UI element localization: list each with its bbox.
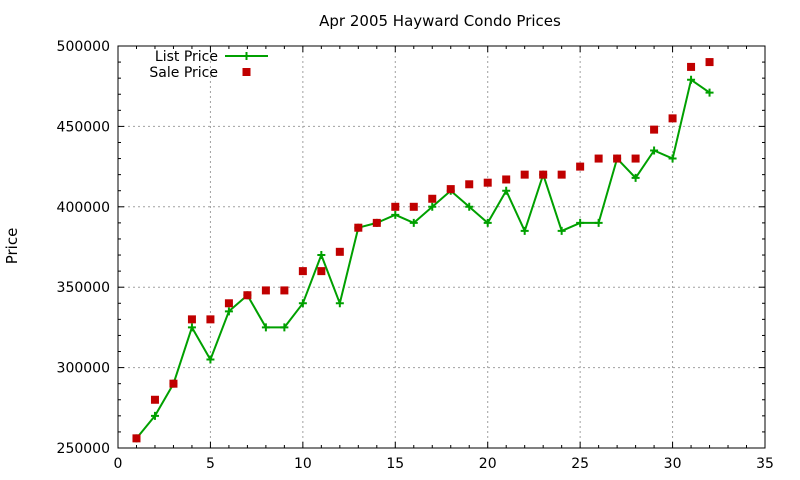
sale-price-point <box>206 315 215 324</box>
data-series <box>132 58 714 443</box>
x-tick-label: 35 <box>756 456 774 472</box>
sale-price-point <box>372 218 381 227</box>
axes: 0 5 10 15 20 25 30 35 250000 300000 350000 400000 45… <box>57 39 774 472</box>
list-price-point <box>557 226 566 235</box>
list-price-point <box>576 218 585 227</box>
list-price-point <box>428 202 437 211</box>
list-price-point <box>206 355 215 364</box>
sale-price-point <box>391 202 400 211</box>
sale-price-point <box>409 202 418 211</box>
sale-price-point <box>687 62 696 71</box>
y-axis-label: Price <box>3 228 21 265</box>
sale-price-point <box>446 185 455 194</box>
list-price-point <box>187 323 196 332</box>
sale-price-point <box>594 154 603 163</box>
sale-price-point <box>705 58 714 67</box>
sale-price-point <box>539 170 548 179</box>
list-price-point <box>261 323 270 332</box>
list-price-point <box>668 154 677 163</box>
sale-price-point <box>668 114 677 123</box>
list-price-point <box>224 307 233 316</box>
plot-frame <box>117 45 766 449</box>
list-price-point <box>483 218 492 227</box>
list-price-point <box>687 75 696 84</box>
sale-price-point <box>261 286 270 295</box>
y-tick-label: 350000 <box>57 280 110 296</box>
sale-price-point <box>631 154 640 163</box>
x-tick-label: 25 <box>571 456 589 472</box>
list-price-point <box>335 299 344 308</box>
y-tick-label: 300000 <box>57 361 110 377</box>
list-price-point <box>317 251 326 260</box>
chart-title: Apr 2005 Hayward Condo Prices <box>319 12 561 30</box>
x-tick-label: 30 <box>664 456 682 472</box>
list-price-point <box>631 173 640 182</box>
sale-price-point <box>576 162 585 171</box>
y-tick-label: 450000 <box>57 119 110 135</box>
list-price-point <box>280 323 289 332</box>
sale-price-point <box>317 267 326 276</box>
sale-price-point <box>187 315 196 324</box>
list-price-point <box>298 299 307 308</box>
grid-lines <box>118 46 765 448</box>
list-price-point <box>391 210 400 219</box>
sale-price-point <box>483 178 492 187</box>
sale-price-point <box>354 223 363 232</box>
sale-price-point <box>280 286 289 295</box>
sale-price-point <box>465 180 474 189</box>
x-tick-label: 5 <box>206 456 215 472</box>
sale-price-point <box>132 434 141 443</box>
y-tick-label: 400000 <box>57 200 110 216</box>
sale-price-point <box>650 125 659 134</box>
sale-price-point <box>335 247 344 256</box>
list-price-point <box>502 186 511 195</box>
legend-marker-list-price <box>242 52 251 60</box>
sale-price-point <box>557 170 566 179</box>
x-tick-label: 0 <box>114 456 123 472</box>
legend-label-list-price: List Price <box>155 49 218 65</box>
y-tick-label: 500000 <box>57 39 110 55</box>
legend-marker-sale-price <box>242 68 251 76</box>
sale-price-point <box>169 379 178 388</box>
legend-label-sale-price: Sale Price <box>149 65 218 81</box>
list-price-point <box>705 88 714 97</box>
x-tick-label: 15 <box>386 456 404 472</box>
sale-price-point <box>520 170 529 179</box>
y-tick-label: 250000 <box>57 441 110 457</box>
x-tick-label: 20 <box>479 456 497 472</box>
list-price-point <box>520 226 529 235</box>
x-tick-label: 10 <box>294 456 312 472</box>
sale-price-point <box>502 175 511 184</box>
list-price-point <box>650 146 659 155</box>
sale-price-point <box>243 291 252 300</box>
sale-price-point <box>298 267 307 276</box>
list-price-point <box>594 218 603 227</box>
list-price-point <box>409 218 418 227</box>
sale-price-point <box>613 154 622 163</box>
sale-price-point <box>428 194 437 203</box>
sale-price-point <box>150 395 159 404</box>
list-price-point <box>150 411 159 420</box>
list-price-point <box>465 202 474 211</box>
list-price-line <box>135 78 711 440</box>
sale-price-point <box>224 299 233 308</box>
